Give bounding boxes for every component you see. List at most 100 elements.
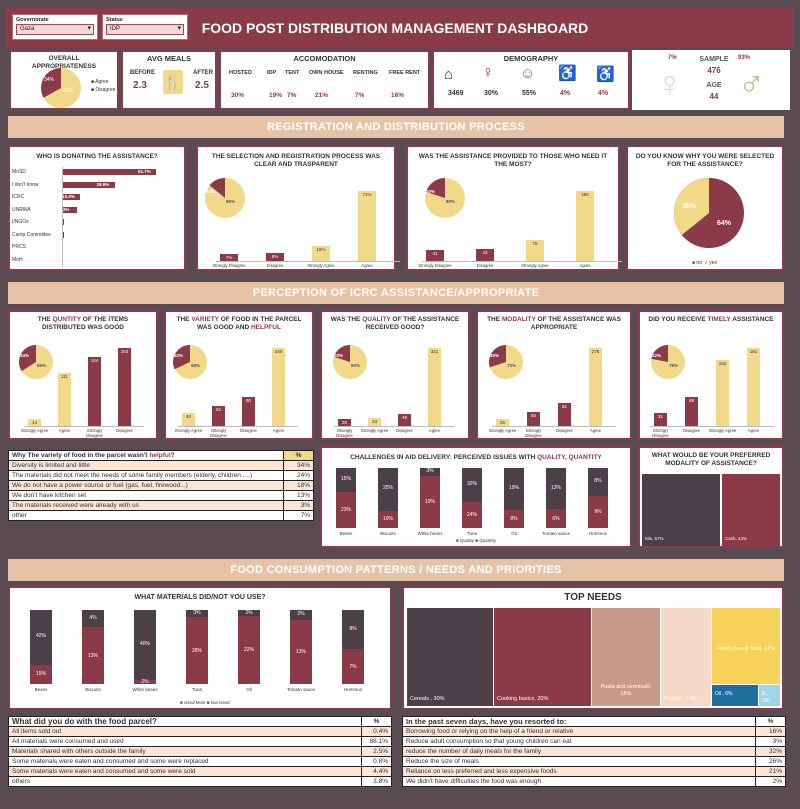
status-filter[interactable]: Status IDP: [102, 14, 188, 40]
chart-category-label: Strongly Disagree: [86, 428, 103, 438]
pie-slice-disagree: [489, 345, 506, 368]
pie-slice-disagree: [651, 345, 668, 362]
table-cell-value: 34%: [283, 460, 314, 471]
table-cell-label: Materials shared with others outside the…: [8, 746, 362, 757]
demography-value: 55%: [522, 90, 537, 97]
overall-pie: [41, 68, 81, 108]
table-row: Some materials were eaten and consumed a…: [8, 766, 392, 777]
chart-bar-label: 49: [401, 415, 407, 421]
stack-label-top: 19%: [504, 485, 524, 492]
chart-bar-label: 30: [341, 419, 347, 425]
chart-bar-label: 43: [482, 250, 488, 256]
chart-bar: [28, 419, 41, 426]
donor-bar-label: 28.9%: [96, 181, 110, 187]
stack-label-bottom: 7%: [349, 663, 357, 670]
title-text: OF FOOD IN THE PARCEL WAS GOOD AND: [197, 316, 302, 331]
materials-chart-card: WHAT MATERIALS DID/NOT YOU USE? 42% 15% Be…: [8, 586, 392, 710]
table-cell-label: Reduce adult consumption so that young c…: [402, 736, 756, 747]
child-icon: ☺: [520, 65, 536, 82]
table-header-row: Why The variety of food in the parcel wa…: [8, 450, 314, 461]
chart-category-label: Strongly Agree: [360, 428, 389, 433]
pie-label-disagree: 32%: [174, 353, 184, 358]
stack-segment-bottom: [504, 510, 524, 528]
stack-category-label: Tuna: [466, 531, 478, 536]
selection-chart-title: THE SELECTION AND REGISTRATION PROCESS W…: [211, 153, 381, 168]
chart-bar: [558, 403, 571, 426]
chart-baseline: [334, 426, 454, 427]
chart-bar-label: 33: [371, 418, 377, 424]
chart-category-label: Strongly Disagree: [210, 428, 227, 438]
table-cell-value: 26%: [755, 756, 786, 767]
pie-label-disagree: 14%: [206, 189, 216, 194]
chart-bar-label: 144: [90, 358, 99, 364]
title-text: OF THE ASSISTANCE RECEIVED GOOD?: [365, 316, 460, 331]
chart-bar: [338, 418, 351, 426]
legend-label: Quality: [458, 538, 476, 543]
challenges-chart-card: CHALLENGES IN AID DELIVERY: PERCEIVED IS…: [320, 446, 632, 548]
needs-cell: [494, 608, 591, 706]
chart-bar: [428, 348, 441, 426]
stack-segment-bottom: [186, 617, 208, 684]
chart-baseline: [216, 261, 400, 262]
stack-category-label: Hummus: [588, 531, 607, 536]
house-icon: ⌂: [444, 66, 454, 83]
stack-segment-bottom: [546, 509, 566, 528]
table-cell-value: 3.8%: [361, 776, 392, 787]
title-highlight: QUANTITY: [568, 454, 602, 461]
needs-cell: [407, 608, 493, 706]
status-select[interactable]: IDP: [106, 24, 184, 35]
title-text: THE: [37, 316, 53, 323]
governorate-select[interactable]: Gaza: [16, 24, 94, 35]
female-percent: 7%: [668, 55, 677, 61]
stack-label-bottom: 9%: [594, 509, 602, 516]
accommodation-value: 21%: [315, 92, 329, 99]
table-row: The materials received were already with…: [8, 500, 314, 511]
pie-label-disagree: 20%: [426, 189, 436, 194]
legend-agree: ■ Agree: [91, 79, 109, 85]
after-value: 2.5: [195, 80, 209, 91]
accommodation-card: ACCOMODATION HOSTED 30% IDP 19% TENT 7% OWN HO…: [219, 50, 430, 110]
table-cell-label: others: [8, 776, 362, 787]
stack-label-top: 40%: [134, 641, 156, 648]
mini-pie: [489, 345, 523, 379]
chart-bar-label: 15%: [316, 247, 326, 253]
donor-bar: [62, 206, 78, 213]
stack-segment-bottom: [290, 619, 312, 684]
table-cell-label: All items sold out: [8, 726, 362, 737]
timely-chart-title: DID YOU RECEIVE TIMELY ASSISTANCE: [640, 316, 782, 324]
table-cell-value: 16%: [755, 726, 786, 737]
demography-value: 30%: [484, 90, 499, 97]
chart-baseline: [492, 426, 616, 427]
table-cell-label: Some materials were eaten and consumed a…: [8, 756, 362, 767]
treemap-mix-label: Mix, 57%: [645, 536, 664, 541]
before-value: 2.3: [133, 80, 147, 91]
table-row: Reduce adult consumption so that young c…: [402, 736, 786, 747]
stack-category-label: White beans: [132, 687, 158, 692]
table-cell-value: 0.4%: [361, 726, 392, 737]
chart-bar: [589, 348, 602, 426]
stack-label-bottom: 28%: [191, 647, 202, 654]
table-row: Reduce the size of meals 26%: [402, 756, 786, 767]
title-highlight: VARIETY: [191, 316, 219, 323]
need-chart-title: WAS THE ASSISTANCE PROVIDED TO THOSE WHO…: [418, 153, 608, 168]
meal-icon: 🍴: [163, 70, 183, 94]
stack-segment-bottom: [238, 616, 260, 684]
governorate-filter[interactable]: Governorate Gaza: [12, 14, 98, 40]
title-text: THE: [487, 316, 502, 323]
donor-bar-label: 8.3%: [59, 206, 70, 212]
chart-bar-label: 7%: [225, 255, 233, 261]
table-header-row: In the past seven days, have you resorte…: [402, 716, 786, 727]
dashboard-title: FOOD POST DISTRIBUTION MANAGEMENT DASHBO…: [201, 20, 589, 36]
table-cell-label: We don't have kitchen set: [8, 490, 284, 501]
chart-baseline: [422, 261, 622, 262]
treemap-cash: [722, 474, 780, 546]
chart-bar-label: 41: [432, 250, 438, 256]
consumption-banner: FOOD CONSUMPTION PATTERNS / NEEDS AND PR…: [8, 559, 784, 581]
needs-cell-label: Ready-to-eat food, 11%: [717, 646, 775, 652]
mini-pie: [205, 178, 245, 218]
chart-bar: [398, 414, 411, 426]
coping-table: In the past seven days, have you resorte…: [402, 716, 786, 787]
male-percent: 93%: [738, 55, 751, 61]
chart-bar-label: 68: [688, 397, 694, 403]
accommodation-value: 16%: [391, 92, 405, 99]
